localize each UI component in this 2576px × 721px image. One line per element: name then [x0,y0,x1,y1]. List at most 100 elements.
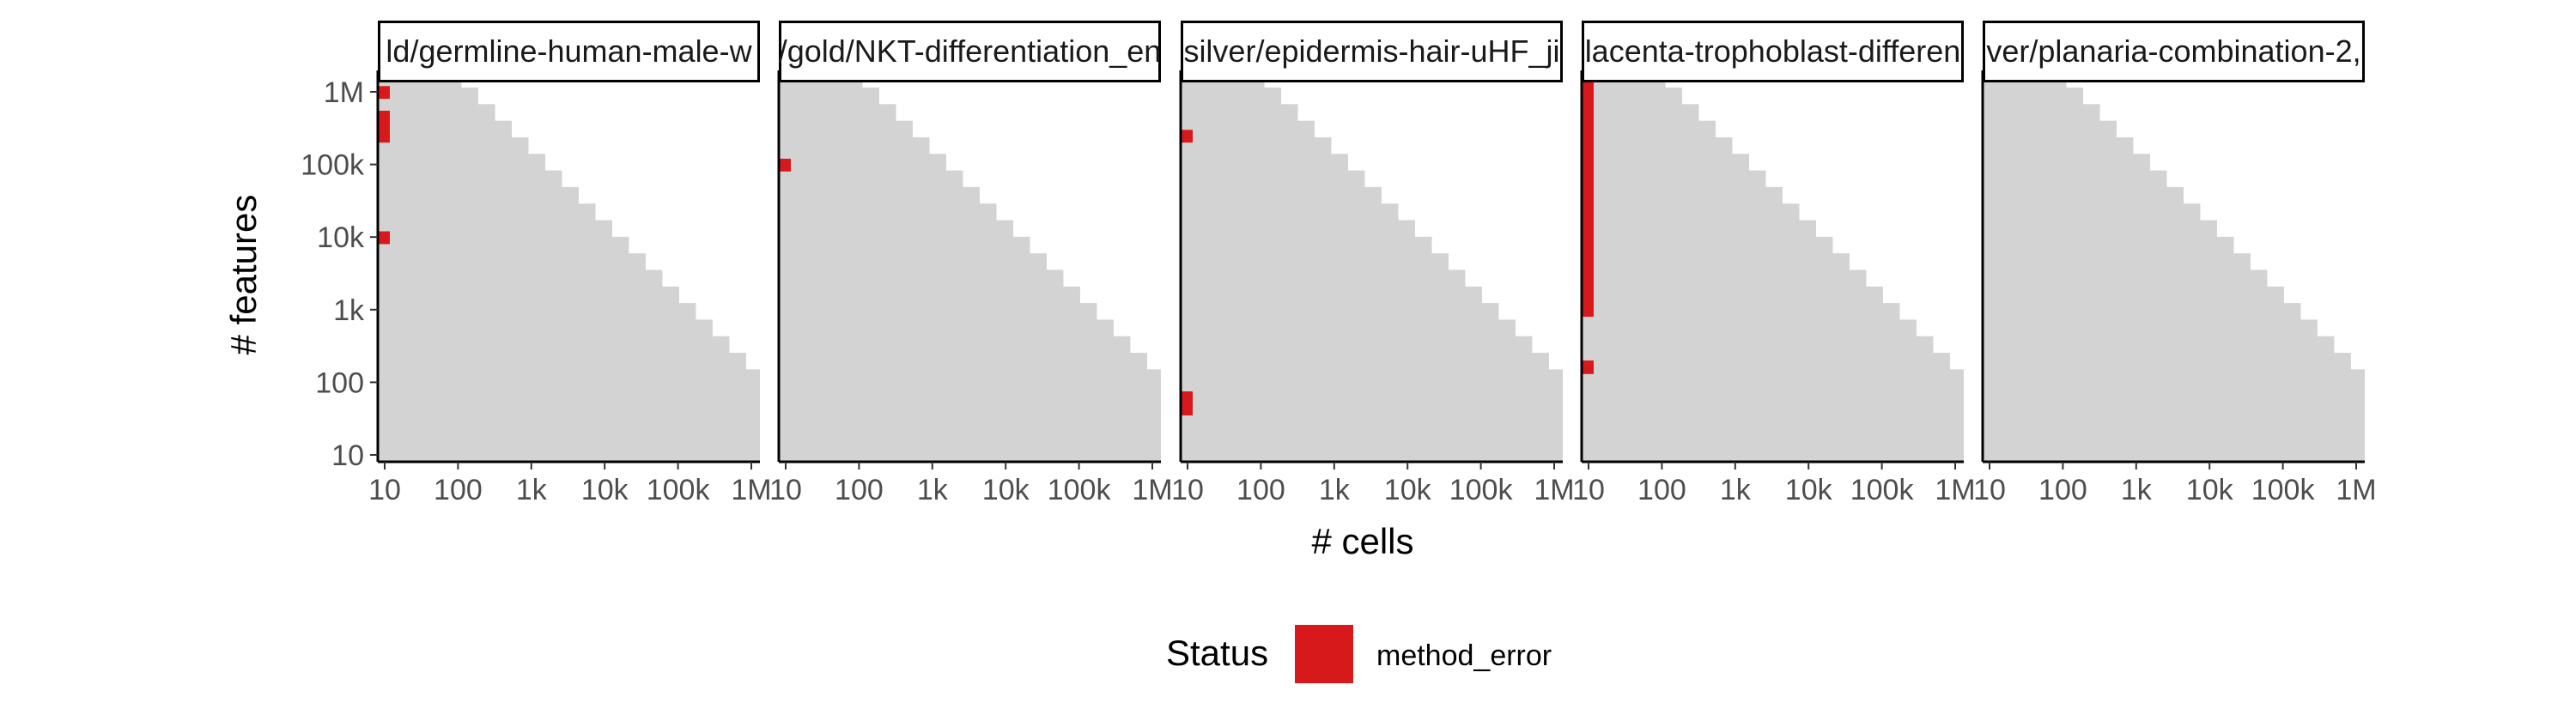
background-cell-column [1865,286,1883,462]
background-cell-column [845,70,863,462]
background-cell-column [2049,70,2067,462]
plot-area [1582,70,1964,462]
background-cell-column [811,70,829,462]
background-cell-column [1515,336,1533,462]
facet-panel: silver/epidermis-hair-uHF_ji 10 100 1k 10k 10… [1171,21,1575,506]
background-cell-column [979,203,997,462]
background-cell-column [410,70,428,462]
plot-area [1181,70,1563,462]
x-tick-label: 10 [1171,474,1204,506]
background-cell-column [460,88,479,462]
background-cell-column [1998,70,2017,462]
background-cell-column [2300,319,2318,462]
method-error-cell [1181,391,1193,415]
background-cell-column [779,70,796,462]
background-cell-column [861,88,880,462]
x-tick-label: 100k [1449,474,1514,506]
background-cell-column [2065,88,2084,462]
background-cell-column [2350,369,2365,462]
method-error-cell [779,158,791,172]
background-cell-column [1314,136,1332,462]
background-cell-column [1715,136,1733,462]
background-cell-column [444,70,462,462]
background-cell-column [1748,170,1766,462]
background-cell-column [2199,220,2217,462]
facet-panel: ld/germline-human-male-w 10 100 1k 10k 100k 1M [368,21,772,506]
plot-area [1983,70,2365,462]
background-cell-column [1631,70,1649,462]
facet-title: ver/planaria-combination-2, [1986,33,2360,69]
background-cell-column [494,120,512,462]
background-cell-column [2082,104,2100,462]
background-cell-column [1498,319,1516,462]
facet-strip: silver/epidermis-hair-uHF_ji [1181,21,1563,82]
x-tick-label: 100 [835,474,884,506]
facet-title: lacenta-trophoblast-differen [1585,33,1961,69]
background-cell-column [1029,253,1047,462]
background-cell-column [645,270,663,462]
background-cell-column [628,253,646,462]
background-cell-column [678,303,696,462]
background-cell-column [1782,203,1800,462]
x-tick-label: 10k [1384,474,1432,506]
y-axis-title: # features [223,195,264,355]
background-cell-column [1932,353,1950,462]
background-cell-column [661,286,679,462]
background-cell-column [1815,236,1833,462]
background-cell-column [1614,70,1632,462]
axes-layer: 10 100 1k 10k 100k 1M [301,76,378,472]
background-cell-column [928,154,946,462]
background-cell-column [1949,369,1964,462]
background-cell-column [895,120,913,462]
background-cell-column [1597,70,1616,462]
x-tick-label: 1M [2336,474,2376,506]
background-cell-column [1347,170,1365,462]
background-cell-column [2149,170,2167,462]
background-cell-column [1079,303,1097,462]
background-cell-column [2116,136,2134,462]
background-cell-column [1096,319,1114,462]
x-tick-label: 100k [1048,474,1112,506]
background-cell-column [1280,104,1298,462]
background-cell-column [2166,186,2184,462]
background-cell-column [794,70,813,462]
background-cell-column [1062,286,1080,462]
background-cell-column [1196,70,1215,462]
background-cell-column [995,220,1013,462]
x-tick-label: 100 [1637,474,1686,506]
background-cell-column [1129,353,1147,462]
y-tick-label: 100 [315,367,364,399]
legend-title: Status [1166,633,1268,673]
x-tick-label: 10k [1785,474,1833,506]
background-cell-column [578,203,596,462]
y-tick-label: 10 [331,439,364,472]
facet-strip: /gold/NKT-differentiation_en [779,21,1161,82]
background-cell-column [1330,154,1348,462]
background-cell-column [945,170,963,462]
background-cell-column [511,136,529,462]
background-cell-column [1664,88,1683,462]
background-cell-column [878,104,896,462]
x-tick-label: 1k [1720,474,1752,506]
y-tick-label: 10k [317,221,365,254]
background-cell-column [1681,104,1699,462]
x-tick-label: 100k [647,474,711,506]
background-cell-column [1481,303,1499,462]
background-cell-column [561,186,579,462]
background-cell-column [427,70,446,462]
background-cell-column [1698,120,1716,462]
background-cell-column [611,236,629,462]
background-cell-column [1448,270,1466,462]
background-cell-column [1916,336,1934,462]
x-tick-label: 1M [731,474,771,506]
method-error-cell [378,110,390,143]
x-tick-label: 10k [982,474,1030,506]
background-cell-column [1548,369,1563,462]
facet-panel: /gold/NKT-differentiation_en 10 100 1k 10k 10… [769,21,1173,506]
background-cell-column [2099,120,2117,462]
facet-strip: ver/planaria-combination-2, [1983,21,2365,82]
x-tick-label: 10 [769,474,802,506]
background-cell-column [1247,70,1265,462]
background-cell-column [1297,120,1315,462]
